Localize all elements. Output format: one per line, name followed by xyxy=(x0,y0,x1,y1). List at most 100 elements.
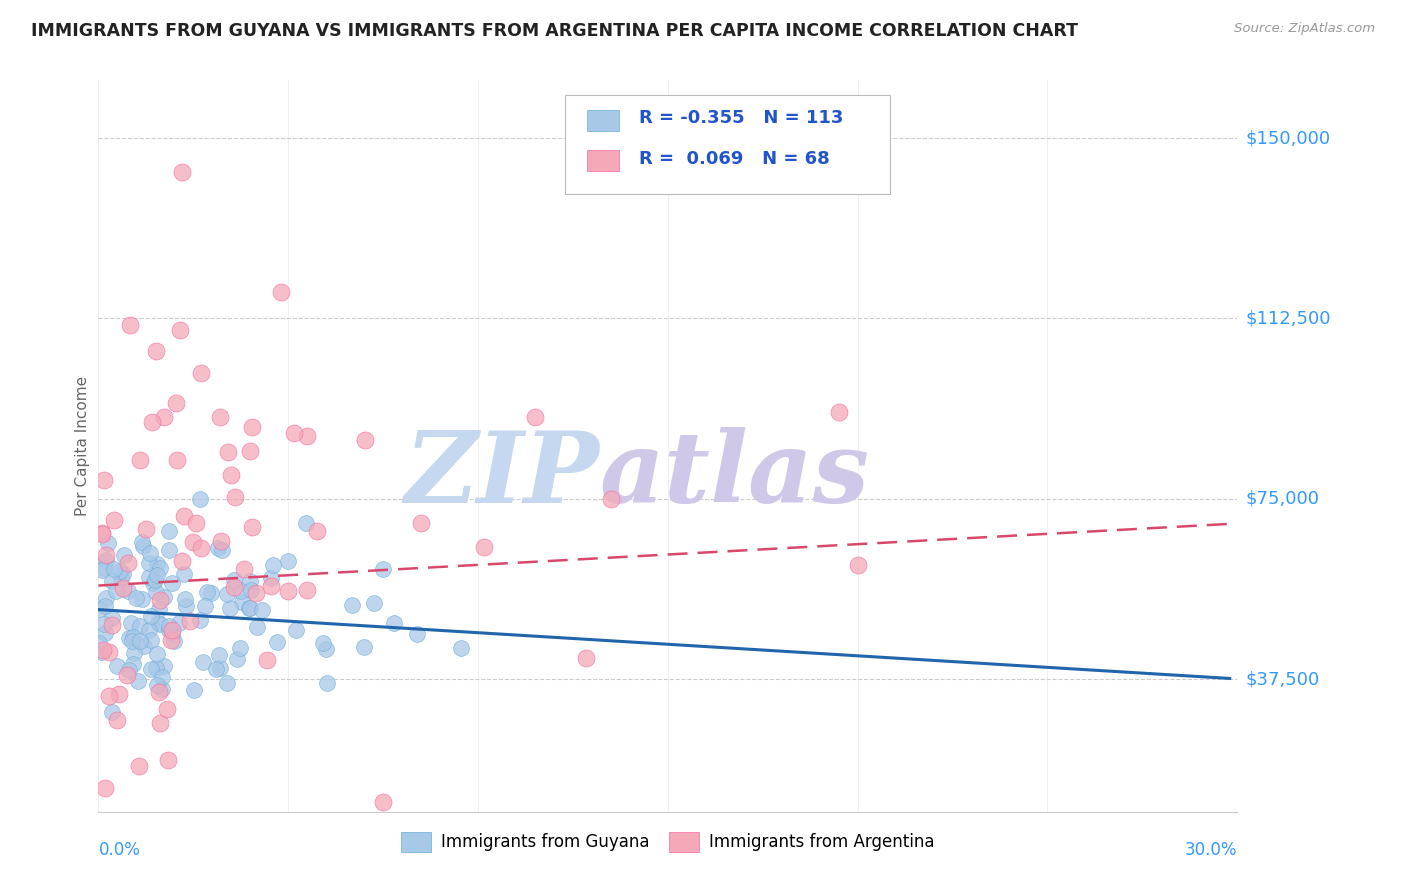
Point xyxy=(211,542,233,557)
Point xyxy=(153,591,176,605)
Point xyxy=(120,616,142,631)
Point xyxy=(162,575,184,590)
Point xyxy=(148,615,170,630)
Point xyxy=(256,653,278,667)
Point xyxy=(174,599,197,613)
Point xyxy=(169,322,191,336)
Point xyxy=(121,633,143,648)
Point xyxy=(153,409,176,424)
Point xyxy=(118,318,141,332)
Point xyxy=(122,630,145,644)
Point xyxy=(105,658,128,673)
Point xyxy=(138,623,160,637)
Point xyxy=(112,566,135,581)
FancyBboxPatch shape xyxy=(565,95,890,194)
Point xyxy=(221,467,243,482)
Point xyxy=(94,599,117,614)
Point xyxy=(363,596,385,610)
Point xyxy=(139,662,162,676)
Point xyxy=(183,683,205,698)
Point xyxy=(156,753,179,767)
Point xyxy=(250,603,273,617)
Point xyxy=(93,473,115,487)
Point xyxy=(222,580,245,594)
Point xyxy=(315,641,337,656)
Point xyxy=(156,702,179,716)
Point xyxy=(277,554,299,568)
Point xyxy=(239,574,262,588)
Text: IMMIGRANTS FROM GUYANA VS IMMIGRANTS FROM ARGENTINA PER CAPITA INCOME CORRELATIO: IMMIGRANTS FROM GUYANA VS IMMIGRANTS FRO… xyxy=(31,22,1078,40)
Point xyxy=(93,560,115,574)
Point xyxy=(122,657,145,671)
Point xyxy=(98,644,121,658)
Point xyxy=(117,668,139,682)
Point xyxy=(260,570,283,584)
Point xyxy=(215,676,238,690)
Point xyxy=(245,586,267,600)
Point xyxy=(405,627,427,641)
Point xyxy=(157,624,180,638)
Point xyxy=(157,619,180,633)
Text: 0.0%: 0.0% xyxy=(98,841,141,859)
Point xyxy=(148,685,170,699)
Point xyxy=(219,600,242,615)
Point xyxy=(226,652,249,666)
Point xyxy=(118,631,141,645)
Point xyxy=(371,562,394,576)
Point xyxy=(128,759,150,773)
Point xyxy=(101,611,124,625)
Point xyxy=(117,583,139,598)
Point xyxy=(107,687,129,701)
Point xyxy=(239,443,262,458)
Point xyxy=(149,561,172,575)
Text: Source: ZipAtlas.com: Source: ZipAtlas.com xyxy=(1234,22,1375,36)
Point xyxy=(146,568,169,582)
Point xyxy=(305,524,328,539)
Point xyxy=(194,599,217,613)
Point xyxy=(193,656,215,670)
Point xyxy=(131,592,153,607)
Point xyxy=(108,564,131,578)
Point xyxy=(174,591,197,606)
Point xyxy=(141,415,163,429)
Point xyxy=(91,563,114,577)
Point xyxy=(145,585,167,599)
Point xyxy=(295,582,318,597)
Point xyxy=(146,648,169,662)
Point xyxy=(101,705,124,719)
Point xyxy=(103,513,125,527)
Point xyxy=(105,713,128,727)
Point xyxy=(231,584,253,599)
Point xyxy=(139,546,162,560)
Point xyxy=(846,558,869,573)
Point xyxy=(190,541,212,555)
Point xyxy=(179,615,201,629)
Point xyxy=(153,659,176,673)
Point xyxy=(575,651,598,665)
Point xyxy=(129,634,152,648)
Point xyxy=(450,640,472,655)
Point xyxy=(142,576,165,591)
Point xyxy=(285,623,308,637)
Point xyxy=(129,453,152,467)
Point xyxy=(93,617,115,632)
Text: $75,000: $75,000 xyxy=(1246,490,1320,508)
Point xyxy=(138,570,160,584)
Point xyxy=(411,516,433,530)
Point xyxy=(131,534,153,549)
Text: $112,500: $112,500 xyxy=(1246,310,1331,327)
Point xyxy=(166,452,188,467)
Point xyxy=(354,433,377,447)
Point xyxy=(122,647,145,661)
Point xyxy=(382,615,405,630)
Point xyxy=(112,549,135,563)
Point xyxy=(90,527,112,541)
Point xyxy=(160,627,183,641)
Point xyxy=(163,634,186,648)
Point xyxy=(217,445,239,459)
Point xyxy=(111,581,134,595)
Point xyxy=(157,524,180,539)
Point xyxy=(94,626,117,640)
Point xyxy=(167,616,190,631)
Point xyxy=(266,635,288,649)
